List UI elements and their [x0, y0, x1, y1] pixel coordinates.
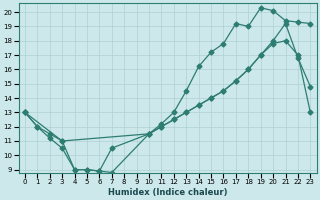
- X-axis label: Humidex (Indice chaleur): Humidex (Indice chaleur): [108, 188, 228, 197]
